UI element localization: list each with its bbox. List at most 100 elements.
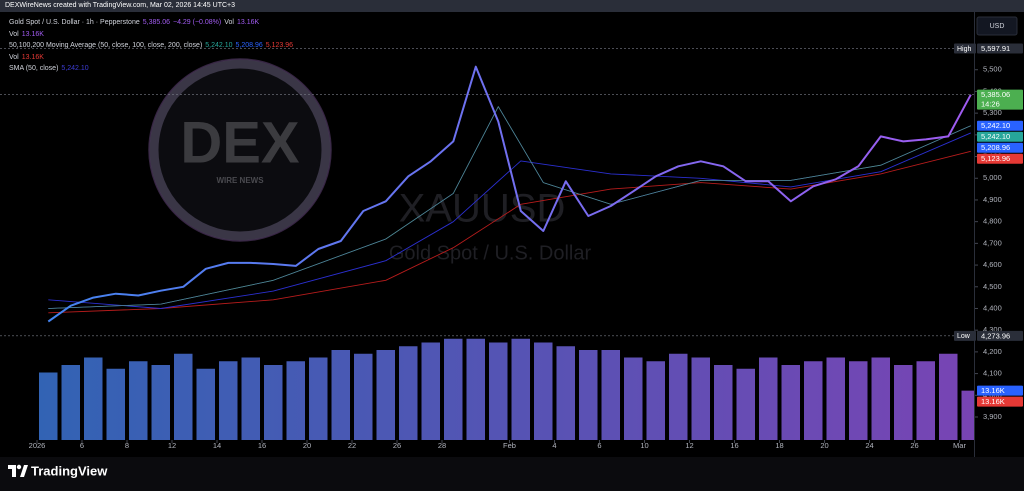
x-tick-label: 12 — [685, 441, 693, 450]
x-tick-label: 16 — [258, 441, 266, 450]
volume-bar — [421, 342, 440, 440]
price-tag — [977, 142, 1023, 153]
currency-label: USD — [990, 23, 1005, 30]
legend-text: Vol — [9, 30, 19, 38]
legend-text: 5,242.10 — [61, 65, 89, 73]
price-tag-title: High — [957, 46, 972, 53]
y-tick-label: 5,300 — [983, 108, 1002, 117]
x-tick-label: Feb — [503, 441, 516, 450]
footer-logo: TradingView — [8, 463, 108, 478]
volume-bar — [399, 346, 418, 440]
x-tick-label: 6 — [80, 441, 84, 450]
price-tag-title-bg — [954, 330, 976, 341]
price-tag — [977, 131, 1023, 142]
legend-row[interactable]: SMA (50, close) 5,242.10 — [9, 63, 296, 75]
legend-text: 5,385.06 — [142, 19, 170, 26]
currency-button[interactable] — [976, 16, 1018, 36]
price-tag — [977, 153, 1023, 164]
volume-bar — [579, 350, 598, 440]
x-tick-label: 2026 — [29, 441, 46, 450]
price-tag-label: 5,385.06 — [981, 90, 1010, 99]
volume-bar — [84, 357, 103, 440]
moving-average-line — [48, 132, 971, 309]
volume-bar — [646, 361, 665, 440]
logo-icon-slash — [20, 465, 28, 477]
volume-bar — [556, 346, 575, 440]
footer: TradingView — [0, 457, 1024, 491]
price-tag-label: 4,273.96 — [981, 331, 1010, 340]
legend-text: 5,123.96 — [265, 42, 294, 50]
x-tick-label: 26 — [393, 441, 401, 450]
price-tag-label: 5,208.96 — [981, 143, 1010, 152]
volume-tag — [977, 385, 1023, 396]
volume-bar — [241, 357, 260, 440]
volume-bar — [376, 350, 395, 440]
y-tick-label: 5,500 — [983, 65, 1002, 74]
price-tag — [977, 120, 1023, 131]
legend-text: 13.16K — [21, 30, 44, 38]
volume-bar — [781, 365, 800, 440]
watermark: DEX WIRE NEWS XAUUSD Gold Spot / U.S. Do… — [148, 58, 591, 264]
legend-row[interactable]: 50,100,200 Moving Average (50, close, 10… — [9, 40, 296, 52]
legend-text: 13.16K — [21, 53, 44, 61]
price-tag-label: 5,123.96 — [981, 154, 1010, 163]
y-tick-label: 4,400 — [983, 303, 1002, 312]
volume-tag — [977, 396, 1023, 407]
x-tick-label: 28 — [438, 441, 446, 450]
volume-bar — [916, 361, 935, 440]
legend-text: Gold Spot / U.S. Dollar · 1h · Peppersto… — [9, 19, 140, 26]
volume-bar — [466, 338, 485, 440]
volume-bar — [939, 353, 958, 440]
x-tick-label: 6 — [597, 441, 601, 450]
legend-row[interactable]: Gold Spot / U.S. Dollar · 1h · Peppersto… — [9, 17, 296, 29]
moving-average-line — [48, 106, 971, 309]
volume-bar — [534, 342, 553, 440]
x-tick-label: 24 — [865, 441, 873, 450]
price-line — [47, 65, 972, 323]
price-tag-countdown: 14:26 — [981, 100, 1000, 109]
x-tick-label: 16 — [730, 441, 738, 450]
volume-bar — [129, 361, 148, 440]
footer-brand: TradingView — [31, 463, 108, 478]
top-bar: DEXWireNews created with TradingView.com… — [0, 0, 1024, 12]
price-tag — [977, 89, 1023, 110]
legend-text: 13.16K — [236, 19, 260, 26]
legend-text: 5,242.10 — [205, 42, 233, 50]
price-tag-label: 5,242.10 — [981, 121, 1010, 130]
volume-bar — [804, 361, 823, 440]
price-tag — [977, 330, 1023, 341]
x-tick-label: 10 — [640, 441, 648, 450]
volume-bar — [669, 353, 688, 440]
volume-bar — [691, 357, 710, 440]
logo-icon-dot — [16, 464, 22, 470]
volume-bar — [196, 368, 215, 440]
logo-icon — [8, 465, 16, 477]
price-tag-label: 5,597.91 — [981, 44, 1010, 53]
x-tick-label: 20 — [820, 441, 828, 450]
volume-bar — [219, 361, 238, 440]
volume-bar — [151, 365, 170, 440]
logo-text: DEX — [180, 110, 300, 175]
header-text: DEXWireNews created with TradingView.com… — [5, 2, 236, 9]
legend-row[interactable]: Vol 13.16K — [9, 29, 296, 41]
volume-bar — [354, 353, 373, 440]
volume-bar — [444, 338, 463, 440]
y-tick-label: 3,900 — [983, 412, 1002, 421]
volume-bar — [331, 350, 350, 440]
volume-bar — [759, 357, 778, 440]
volume-bar — [826, 357, 845, 440]
volume-bar — [489, 342, 508, 440]
volume-bar — [894, 365, 913, 440]
plot — [39, 65, 974, 440]
legend-row[interactable]: Vol 13.16K — [9, 52, 296, 64]
logo-subtext: WIRE NEWS — [216, 176, 264, 185]
volume-bar — [309, 357, 328, 440]
x-tick-label: 26 — [910, 441, 918, 450]
y-tick-label: 4,800 — [983, 217, 1002, 226]
volume-bar — [849, 361, 868, 440]
y-tick-label: 4,500 — [983, 282, 1002, 291]
volume-bar — [624, 357, 643, 440]
